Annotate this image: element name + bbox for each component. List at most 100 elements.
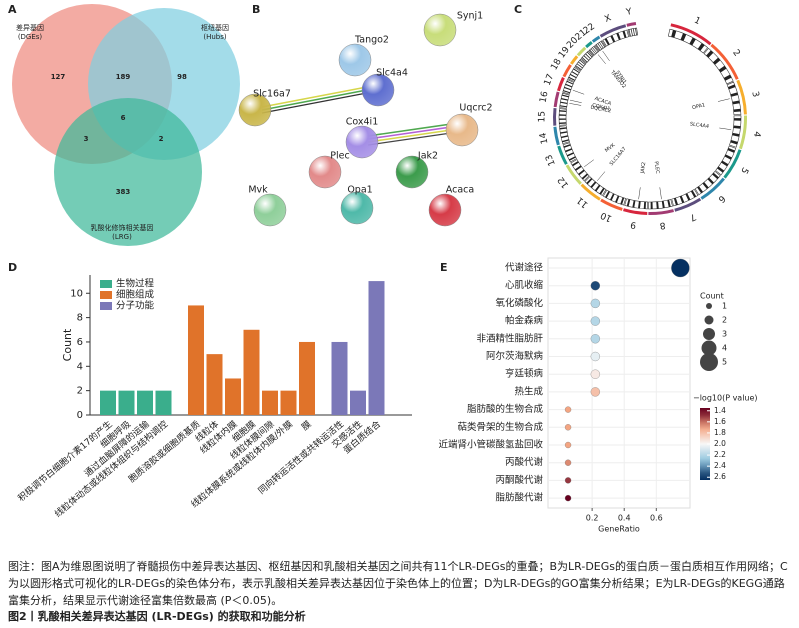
legend-swatch [100, 302, 112, 310]
y-tick-label: 氧化磷酸化 [495, 297, 543, 309]
cytoband [697, 43, 705, 51]
network-node [428, 193, 462, 227]
cytoband [587, 51, 593, 58]
colorbar [700, 408, 710, 480]
cytoband [632, 28, 635, 36]
cytoband [583, 55, 590, 61]
node-label: Slc16a7 [253, 89, 291, 100]
dot [590, 334, 600, 344]
cytoband [560, 101, 568, 104]
chromosome-band [700, 177, 725, 200]
node-label: Mvk [248, 185, 268, 196]
legend-label: 细胞组成 [116, 289, 155, 301]
edge [367, 128, 459, 143]
bar [243, 329, 260, 415]
size-legend-label: 5 [722, 358, 727, 367]
network-node [238, 93, 272, 127]
legend-swatch [100, 291, 112, 299]
venn-count: 127 [51, 73, 66, 81]
y-tick-label: 亨廷顿病 [505, 368, 544, 380]
venn-count: 6 [121, 114, 126, 122]
dot [590, 281, 600, 291]
cytoband [579, 59, 586, 65]
cytoband [728, 84, 736, 90]
chromosome-band [626, 22, 637, 27]
cytoband [656, 201, 659, 209]
network-node [338, 43, 372, 77]
size-legend-dot [704, 315, 714, 325]
cytoband [560, 135, 569, 139]
gene-label: SLC4A4 [689, 121, 709, 130]
cytoband [578, 169, 585, 176]
gene-label: JAK2 [640, 162, 648, 175]
cytoband [732, 132, 740, 137]
edge [261, 91, 373, 114]
cytoband [585, 53, 591, 60]
cytoband [721, 160, 729, 167]
gene-tick [597, 54, 606, 64]
cytoband [730, 92, 739, 97]
cytoband [638, 201, 641, 209]
node-label: Tango2 [354, 35, 389, 46]
cytoband [559, 122, 567, 125]
cytoband [690, 190, 697, 198]
x-tick-label: 0.2 [586, 514, 599, 523]
chromosome-band [736, 79, 747, 115]
network-node [361, 73, 395, 107]
chromosome-band [623, 208, 648, 215]
cytoband [604, 38, 610, 46]
y-tick-label: 丙酸代谢 [505, 456, 544, 468]
cytoband [733, 108, 741, 113]
cytoband [574, 165, 582, 171]
x-tick-label: 膜 [300, 419, 314, 433]
bar [206, 354, 223, 415]
cytoband [592, 47, 598, 54]
cytoband [571, 71, 579, 76]
panel-letter: E [440, 261, 448, 274]
node-label: Cox4i1 [346, 117, 379, 128]
cytoband [632, 200, 636, 208]
edge [367, 131, 459, 146]
cytoband [559, 110, 567, 113]
cytoband [733, 125, 741, 129]
venn-set-abbr: (DGEs) [18, 33, 43, 41]
gene-label: ACACA [594, 96, 613, 108]
chromosome-band [670, 23, 712, 46]
legend-label: 生物过程 [116, 278, 155, 290]
y-tick-label: 近端肾小管碳酸氢盐回收 [438, 439, 543, 451]
bar [100, 390, 116, 415]
cytoband [573, 68, 580, 74]
cytoband [561, 94, 569, 98]
venn-set-name: 乳酸化修饰相关基因 [91, 223, 154, 232]
cytoband [730, 140, 738, 145]
chromosome-band [565, 164, 582, 185]
bar [137, 390, 153, 415]
chromosome-label: 18 [549, 57, 563, 72]
bar [262, 390, 278, 415]
chromosome-band [591, 35, 601, 43]
chromosome-label: 5 [738, 165, 750, 175]
cytoband [594, 184, 601, 192]
cytoband [628, 29, 631, 37]
gene-tick [597, 171, 606, 181]
cytoband [561, 139, 570, 143]
cytoband [667, 199, 671, 208]
cytoband [626, 199, 631, 207]
node-label: Plec [330, 151, 349, 162]
cytoband [559, 118, 567, 120]
network-node [345, 125, 379, 159]
chromosome-label: 4 [751, 131, 762, 138]
chromosome-band [553, 107, 557, 126]
legend-label: 分子功能 [116, 300, 155, 312]
bar [118, 390, 135, 415]
bar [225, 378, 241, 415]
gene-tick [572, 89, 585, 95]
chromosome-band [599, 24, 627, 38]
chromosome-band [674, 197, 702, 212]
chromosome-label: X [603, 13, 613, 25]
venn-set-name: 枢纽基因 [201, 23, 229, 32]
chromosome-label: 7 [688, 211, 697, 222]
chromosome-band [580, 183, 601, 201]
dot [564, 441, 572, 449]
y-tick-label: 脂肪酸代谢 [495, 492, 543, 504]
